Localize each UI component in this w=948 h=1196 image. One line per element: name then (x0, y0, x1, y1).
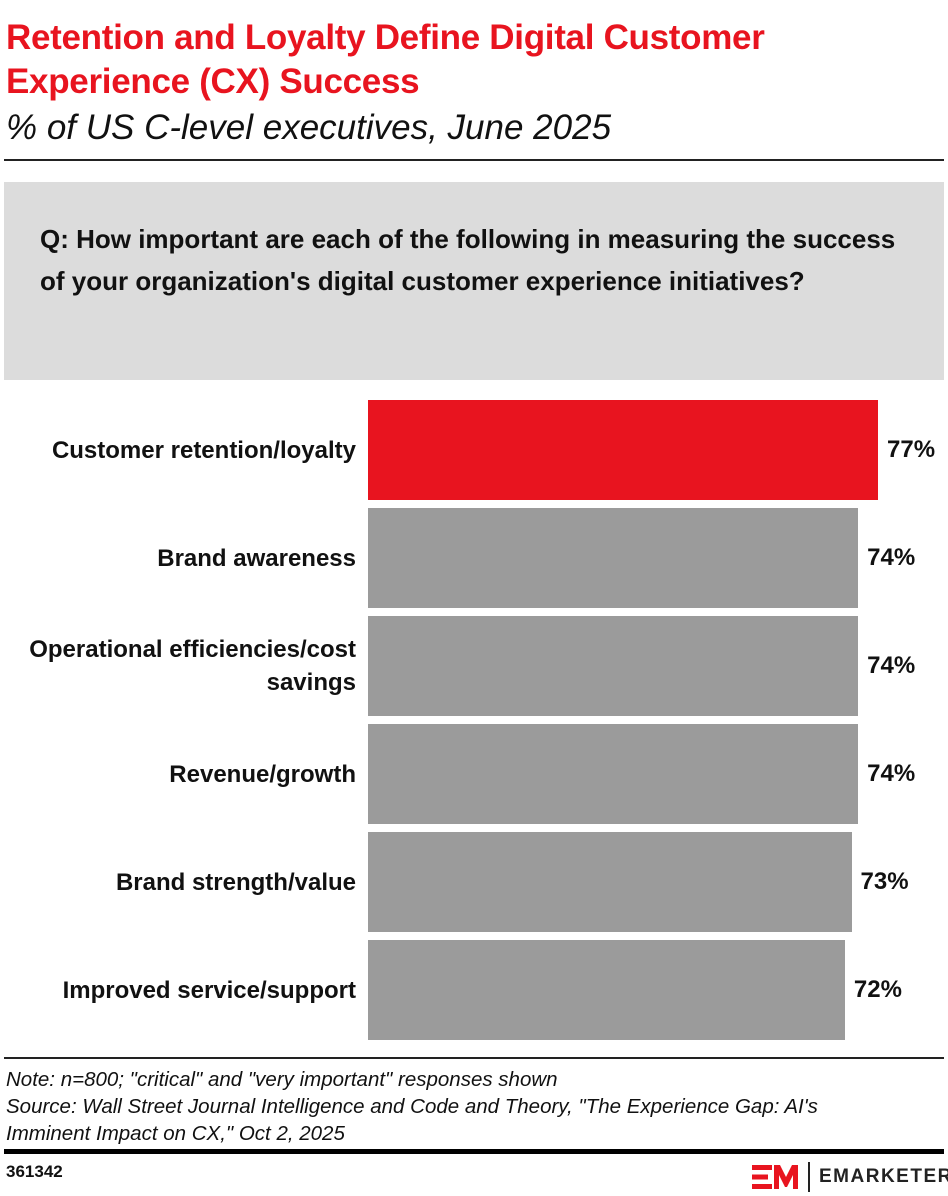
category-label-text: Brand strength/value (115, 868, 356, 896)
header-divider (4, 159, 944, 161)
chart-title: Retention and Loyalty Define Digital Cus… (6, 18, 765, 101)
category-label-text: Revenue/growth (169, 760, 356, 788)
bar (368, 400, 878, 500)
category-label-text: Customer retention/loyalty (51, 436, 356, 464)
bar (368, 940, 845, 1040)
em-logo-icon (752, 1165, 798, 1189)
survey-question: Q: How important are each of the followi… (40, 224, 896, 296)
category-label: Brand awareness (6, 508, 356, 608)
value-label: 77% (887, 436, 936, 463)
category-label-text: Operational efficiencies/cost savings (29, 636, 356, 696)
bar (368, 508, 859, 608)
bar (368, 724, 859, 824)
value-label: 74% (867, 652, 916, 679)
bottom-rule (4, 1149, 944, 1154)
emarketer-logo: EMARKETER (752, 1162, 948, 1192)
bar (368, 832, 852, 932)
value-label: 73% (860, 868, 909, 895)
brand-name: EMARKETER (819, 1166, 948, 1187)
question-box (4, 182, 944, 380)
chart-subtitle: % of US C-level executives, June 2025 (6, 108, 612, 147)
bar (368, 616, 859, 716)
source-line-1: Source: Wall Street Journal Intelligence… (6, 1095, 818, 1118)
category-label: Brand strength/value (6, 832, 356, 932)
category-label: Customer retention/loyalty (6, 400, 356, 500)
chart-id: 361342 (6, 1162, 63, 1181)
value-label: 74% (867, 760, 916, 787)
category-label: Improved service/support (6, 940, 356, 1040)
category-label-text: Improved service/support (62, 976, 356, 1004)
category-label: Operational efficiencies/cost savings (6, 616, 356, 716)
footer-divider (4, 1057, 944, 1059)
source-line-2: Imminent Impact on CX," Oct 2, 2025 (6, 1122, 345, 1145)
note: Note: n=800; "critical" and "very import… (6, 1068, 558, 1091)
category-label-text: Brand awareness (157, 544, 356, 572)
value-label: 74% (867, 544, 916, 571)
value-label: 72% (853, 976, 902, 1003)
category-label: Revenue/growth (6, 724, 356, 824)
